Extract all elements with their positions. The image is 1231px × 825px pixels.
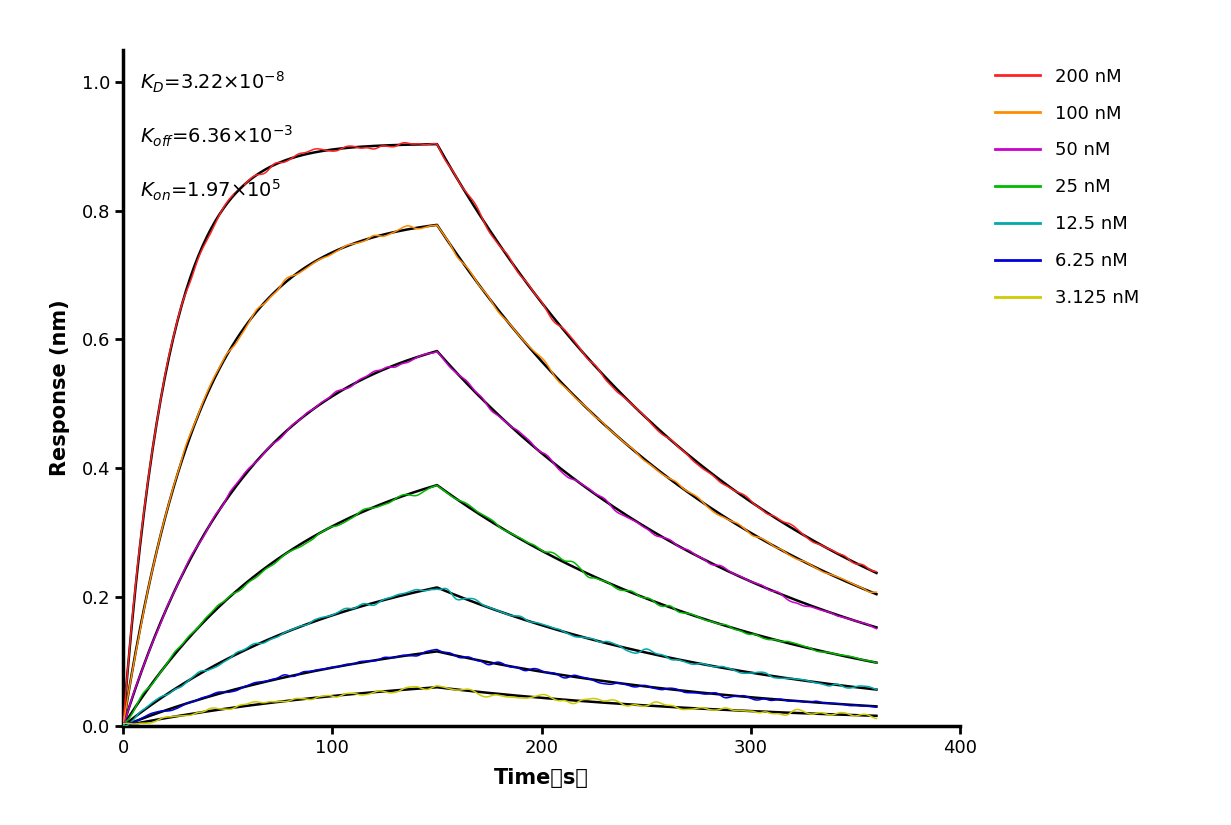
Text: $K_D$=3.22×10$^{-8}$: $K_D$=3.22×10$^{-8}$ <box>140 70 284 95</box>
Text: $K_{off}$=6.36×10$^{-3}$: $K_{off}$=6.36×10$^{-3}$ <box>140 124 293 149</box>
X-axis label: Time（s）: Time（s） <box>494 768 590 789</box>
Text: $K_{on}$=1.97×10$^{5}$: $K_{on}$=1.97×10$^{5}$ <box>140 178 281 203</box>
Legend: 200 nM, 100 nM, 50 nM, 25 nM, 12.5 nM, 6.25 nM, 3.125 nM: 200 nM, 100 nM, 50 nM, 25 nM, 12.5 nM, 6… <box>986 59 1147 316</box>
Y-axis label: Response (nm): Response (nm) <box>50 299 70 476</box>
